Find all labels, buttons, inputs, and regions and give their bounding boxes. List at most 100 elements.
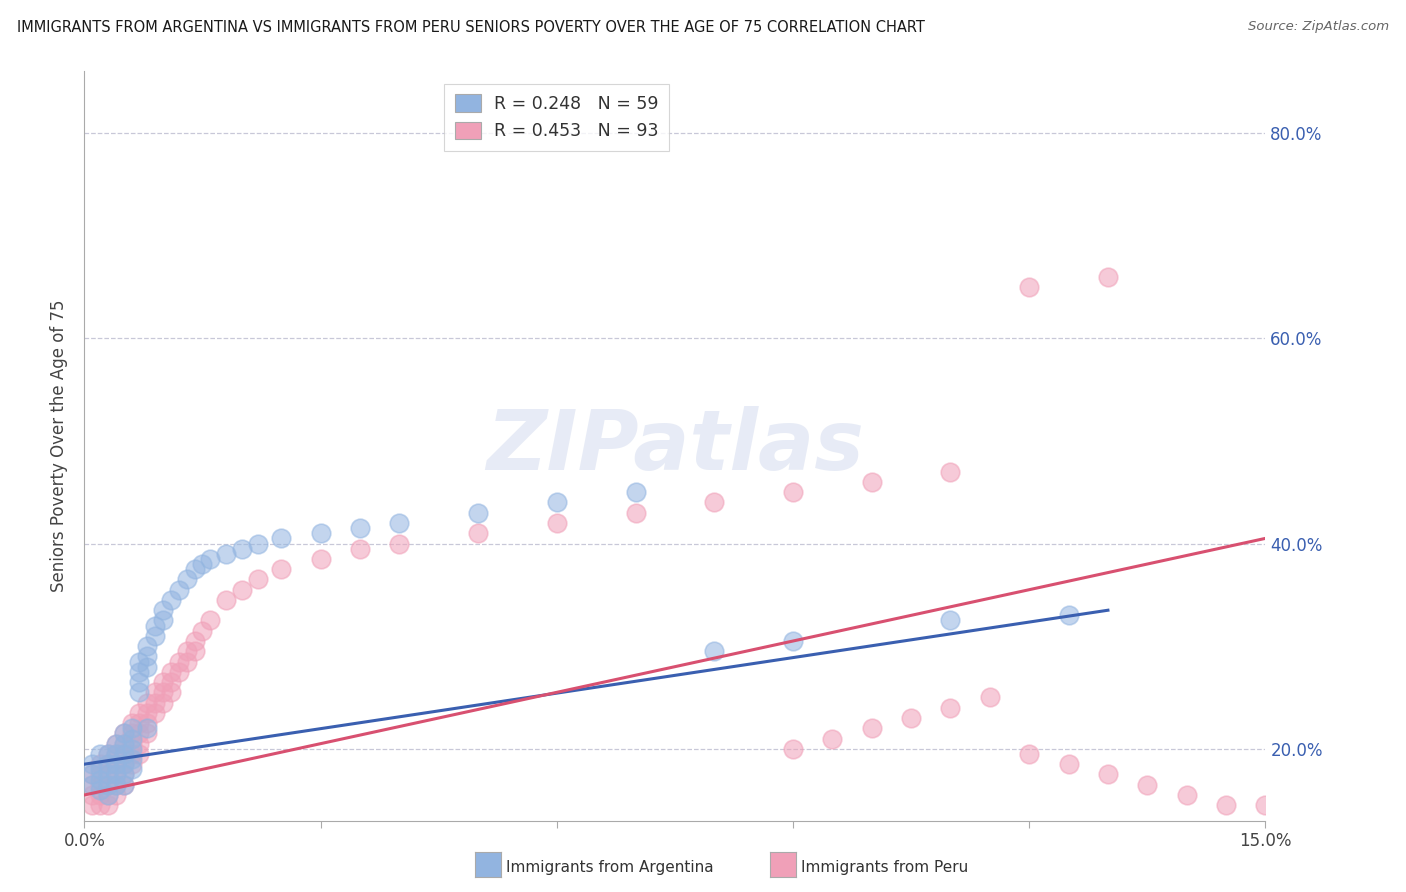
- Point: [160, 665, 183, 679]
- Point: [97, 788, 120, 802]
- Point: [782, 485, 804, 500]
- Text: ZIPatlas: ZIPatlas: [486, 406, 863, 486]
- Point: [128, 716, 150, 731]
- Point: [1097, 767, 1119, 781]
- Point: [152, 675, 174, 690]
- Point: [349, 521, 371, 535]
- Point: [136, 706, 159, 720]
- Point: [89, 798, 111, 813]
- Point: [104, 737, 127, 751]
- Point: [97, 778, 120, 792]
- Point: [112, 767, 135, 781]
- Point: [82, 788, 104, 802]
- Point: [89, 788, 111, 802]
- Point: [89, 778, 111, 792]
- Point: [183, 634, 205, 648]
- Point: [104, 778, 127, 792]
- Point: [97, 788, 120, 802]
- Point: [860, 475, 883, 489]
- Point: [121, 762, 143, 776]
- Point: [979, 690, 1001, 705]
- Point: [112, 726, 135, 740]
- Point: [104, 767, 127, 781]
- Point: [143, 629, 166, 643]
- Point: [939, 465, 962, 479]
- Point: [82, 757, 104, 772]
- Point: [467, 526, 489, 541]
- Point: [97, 778, 120, 792]
- Point: [136, 659, 159, 673]
- Point: [703, 495, 725, 509]
- Point: [136, 649, 159, 664]
- Point: [121, 726, 143, 740]
- Point: [1057, 608, 1080, 623]
- Point: [215, 593, 238, 607]
- Point: [1215, 798, 1237, 813]
- Point: [97, 767, 120, 781]
- Point: [183, 644, 205, 658]
- Point: [191, 624, 214, 638]
- Point: [1057, 757, 1080, 772]
- Text: Immigrants from Peru: Immigrants from Peru: [801, 860, 969, 874]
- Point: [1175, 788, 1198, 802]
- Point: [467, 506, 489, 520]
- Point: [215, 547, 238, 561]
- Point: [89, 762, 111, 776]
- Point: [121, 741, 143, 756]
- Point: [1254, 798, 1277, 813]
- Point: [624, 485, 647, 500]
- Point: [167, 655, 190, 669]
- Point: [546, 516, 568, 530]
- Text: IMMIGRANTS FROM ARGENTINA VS IMMIGRANTS FROM PERU SENIORS POVERTY OVER THE AGE O: IMMIGRANTS FROM ARGENTINA VS IMMIGRANTS …: [17, 20, 925, 35]
- Point: [104, 757, 127, 772]
- Point: [89, 757, 111, 772]
- Point: [1018, 747, 1040, 761]
- Point: [160, 675, 183, 690]
- Point: [1136, 778, 1159, 792]
- Point: [143, 706, 166, 720]
- Point: [112, 757, 135, 772]
- Legend: R = 0.248   N = 59, R = 0.453   N = 93: R = 0.248 N = 59, R = 0.453 N = 93: [444, 84, 669, 151]
- Point: [136, 716, 159, 731]
- Point: [82, 767, 104, 781]
- Point: [309, 552, 332, 566]
- Point: [860, 721, 883, 735]
- Point: [703, 644, 725, 658]
- Point: [152, 603, 174, 617]
- Point: [128, 655, 150, 669]
- Point: [939, 614, 962, 628]
- Point: [82, 767, 104, 781]
- Point: [112, 737, 135, 751]
- Point: [246, 536, 269, 550]
- Point: [97, 798, 120, 813]
- Point: [89, 782, 111, 797]
- Point: [112, 747, 135, 761]
- Point: [200, 614, 222, 628]
- Point: [82, 798, 104, 813]
- Point: [152, 685, 174, 699]
- Point: [121, 757, 143, 772]
- Point: [143, 618, 166, 632]
- Y-axis label: Seniors Poverty Over the Age of 75: Seniors Poverty Over the Age of 75: [49, 300, 67, 592]
- Point: [112, 767, 135, 781]
- Point: [121, 716, 143, 731]
- Point: [112, 778, 135, 792]
- Point: [191, 557, 214, 571]
- Point: [183, 562, 205, 576]
- Point: [128, 737, 150, 751]
- Point: [121, 721, 143, 735]
- Point: [128, 706, 150, 720]
- Point: [128, 747, 150, 761]
- Point: [104, 747, 127, 761]
- Point: [1097, 269, 1119, 284]
- Point: [136, 726, 159, 740]
- Point: [112, 747, 135, 761]
- Point: [152, 696, 174, 710]
- Point: [136, 696, 159, 710]
- Point: [97, 757, 120, 772]
- Point: [82, 778, 104, 792]
- Point: [900, 711, 922, 725]
- Point: [546, 495, 568, 509]
- Point: [349, 541, 371, 556]
- Point: [136, 721, 159, 735]
